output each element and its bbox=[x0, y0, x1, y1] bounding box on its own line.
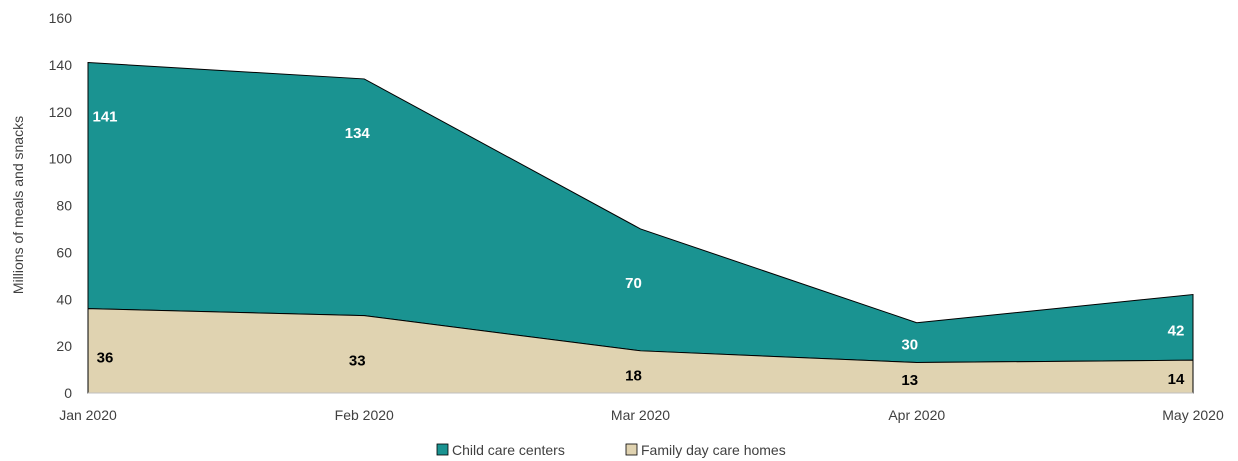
data-label: 33 bbox=[349, 353, 366, 370]
y-tick-label: 160 bbox=[49, 10, 73, 26]
x-tick-label: Jan 2020 bbox=[59, 407, 117, 423]
legend: Child care centers Family day care homes bbox=[436, 442, 786, 458]
y-tick-label: 0 bbox=[64, 385, 72, 401]
y-tick-label: 40 bbox=[56, 291, 72, 307]
data-labels: 141 134 70 30 42 36 33 18 13 14 bbox=[92, 109, 1185, 390]
legend-swatch bbox=[625, 443, 638, 456]
y-tick-label: 20 bbox=[56, 338, 72, 354]
legend-swatch bbox=[436, 443, 449, 456]
y-tick-label: 140 bbox=[49, 57, 73, 73]
data-label: 13 bbox=[901, 372, 918, 389]
x-tick-label: Apr 2020 bbox=[888, 407, 945, 423]
x-tick-label: Feb 2020 bbox=[335, 407, 394, 423]
y-tick-label: 60 bbox=[56, 244, 72, 260]
x-tick-label: Mar 2020 bbox=[611, 407, 670, 423]
data-label: 18 bbox=[625, 367, 642, 384]
y-tick-label: 100 bbox=[49, 151, 73, 167]
y-tick-labels: 0 20 40 60 80 100 120 140 160 bbox=[49, 10, 73, 401]
chart-areas bbox=[87, 62, 1194, 394]
y-tick-label: 80 bbox=[56, 198, 72, 214]
data-label: 14 bbox=[1168, 371, 1185, 388]
data-label: 36 bbox=[97, 350, 114, 367]
data-label: 42 bbox=[1168, 323, 1185, 340]
x-tick-label: May 2020 bbox=[1162, 407, 1224, 423]
data-label: 134 bbox=[345, 125, 371, 142]
x-tick-labels: Jan 2020 Feb 2020 Mar 2020 Apr 2020 May 2020 bbox=[59, 407, 1224, 423]
legend-label: Child care centers bbox=[452, 442, 565, 458]
y-tick-label: 120 bbox=[49, 104, 73, 120]
legend-label: Family day care homes bbox=[641, 442, 786, 458]
y-axis-label: Millions of meals and snacks bbox=[10, 116, 26, 294]
data-label: 141 bbox=[92, 109, 117, 126]
data-label: 70 bbox=[625, 275, 642, 292]
data-label: 30 bbox=[901, 337, 918, 354]
area-family-day-care-homes bbox=[87, 308, 1194, 394]
